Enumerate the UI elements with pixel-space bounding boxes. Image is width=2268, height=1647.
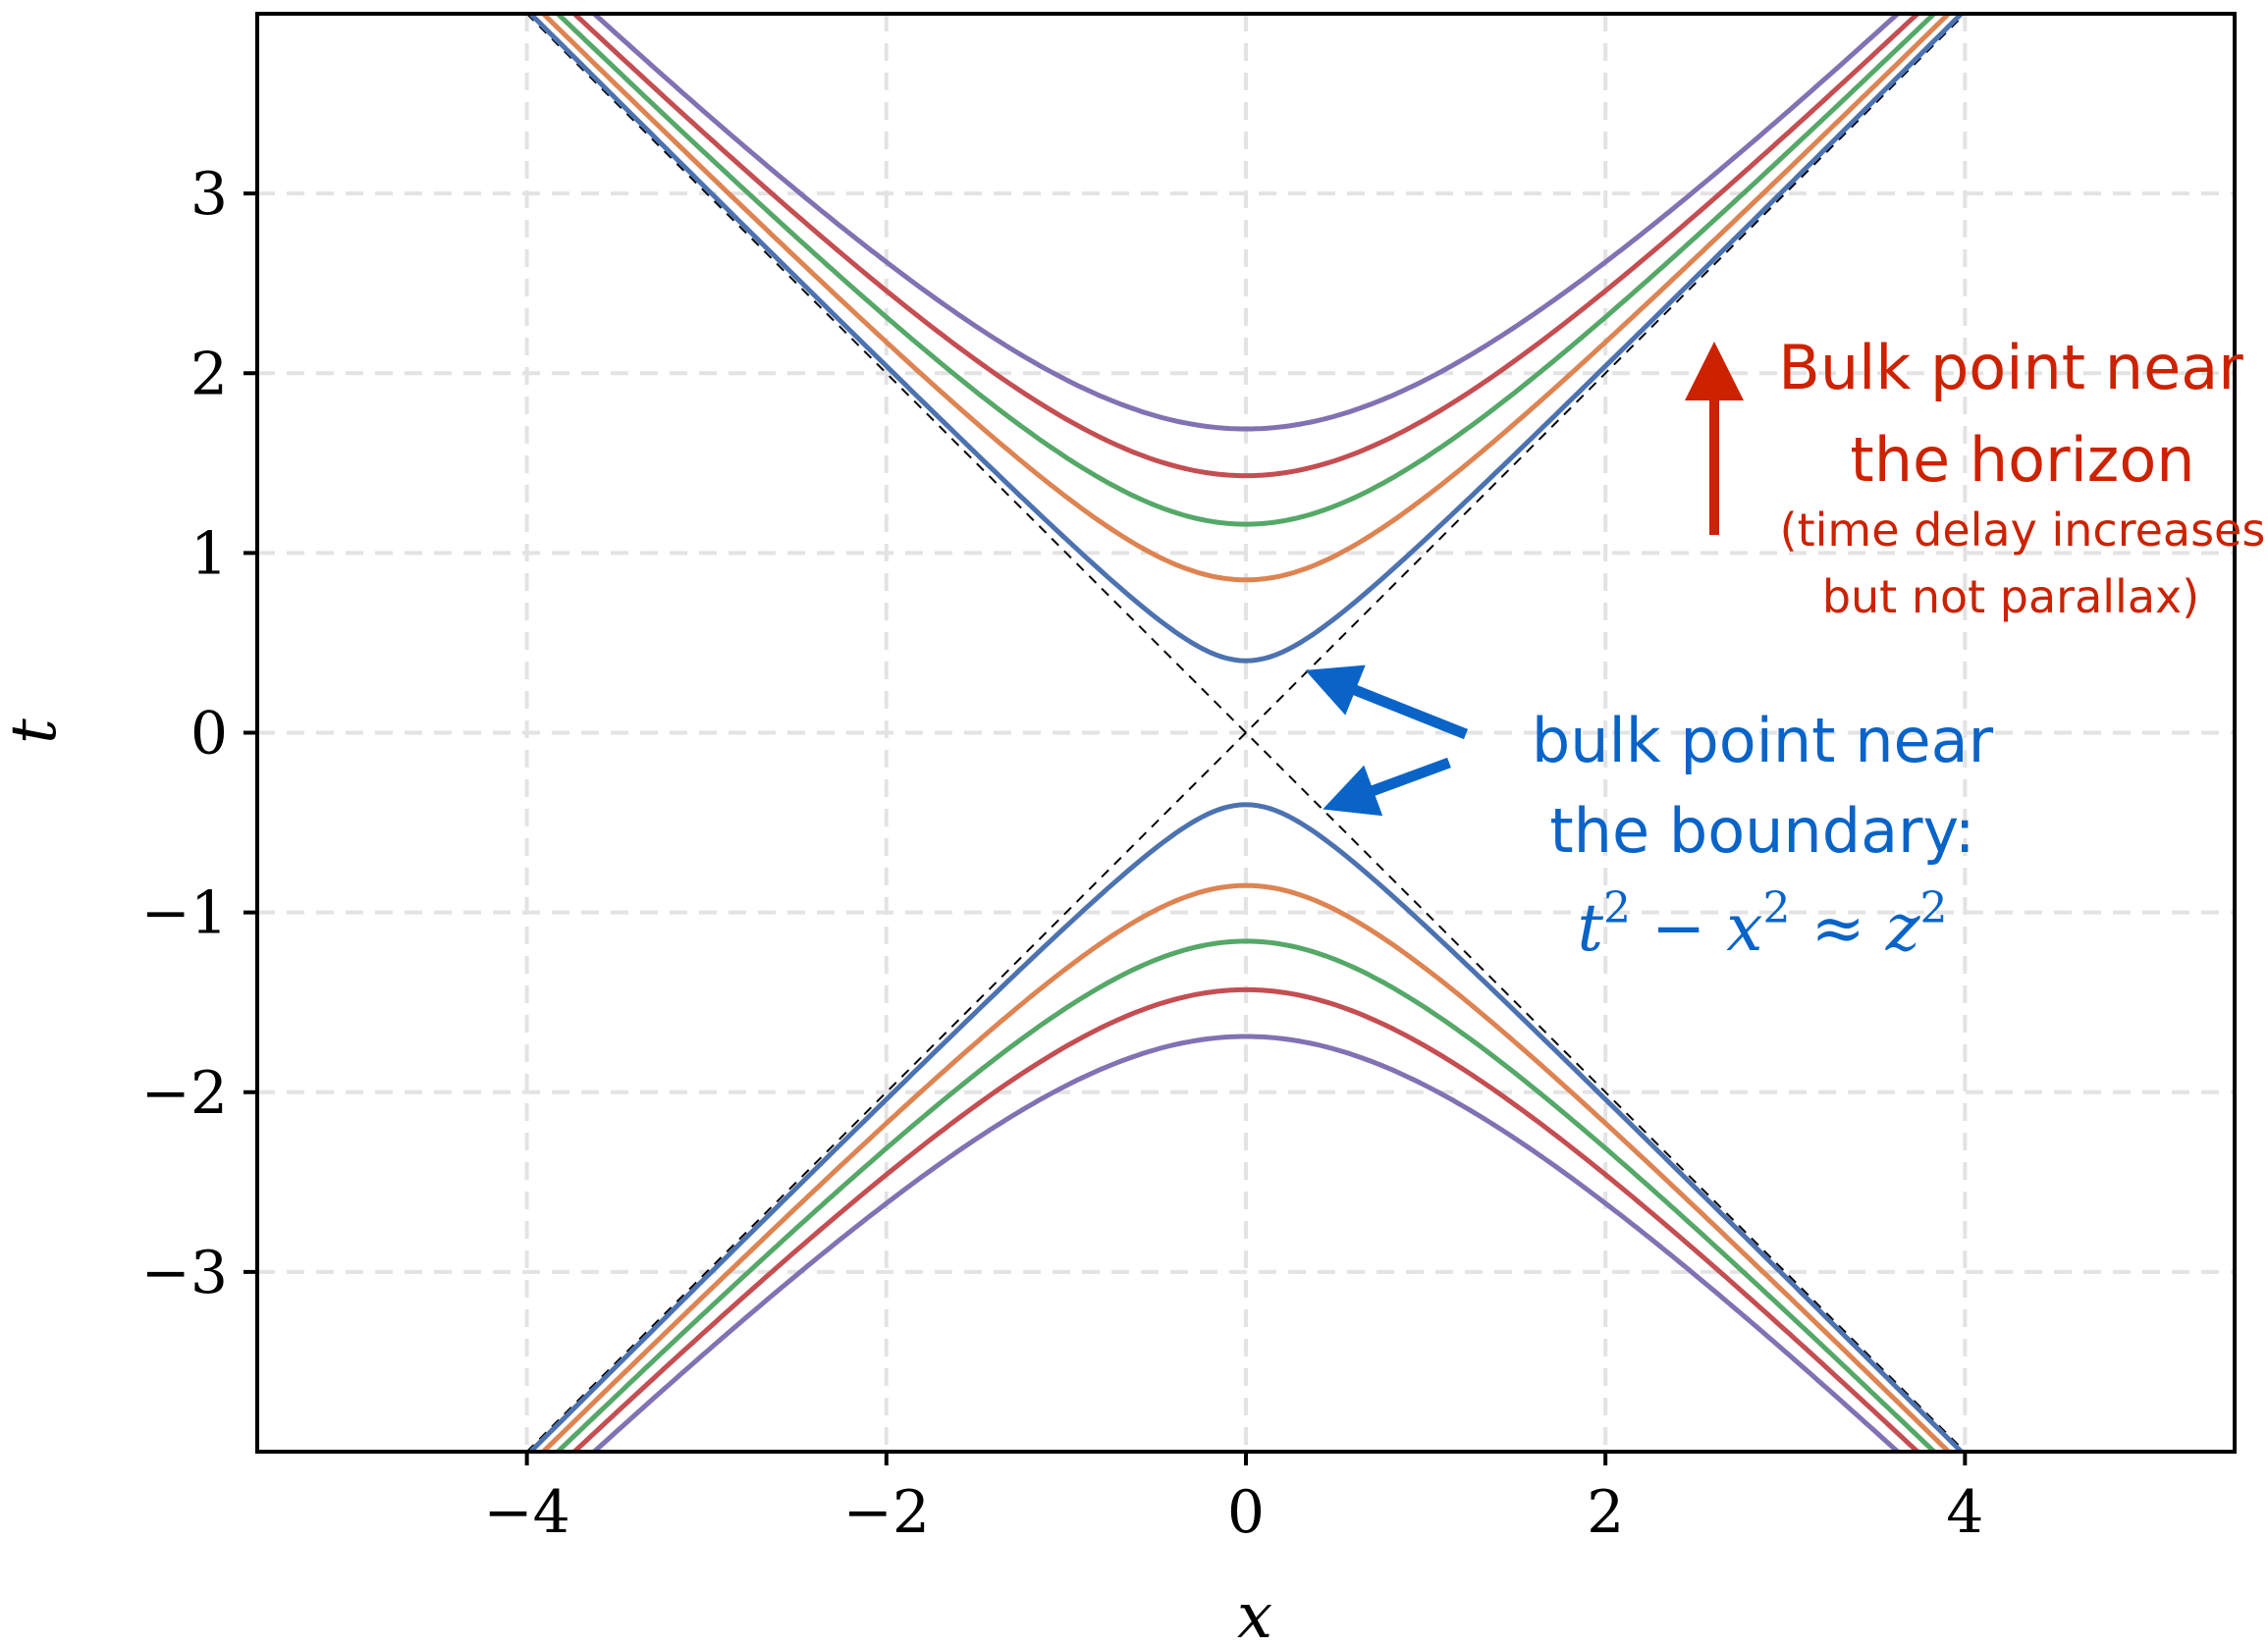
boundary-label-line1: bulk point near xyxy=(1532,705,1994,776)
hyperbola-curves xyxy=(528,12,1964,1454)
x-tick-label: −2 xyxy=(843,1478,930,1547)
x-tick-label: 2 xyxy=(1587,1478,1624,1547)
boundary-arrow-lower xyxy=(1323,757,1451,817)
horizon-label-line4: but not parallax) xyxy=(1822,570,2199,623)
y-tick-label: 2 xyxy=(190,340,228,408)
x-axis-label: x xyxy=(1237,1580,1272,1647)
horizon-label-line1: Bulk point near xyxy=(1778,332,2243,403)
hyperbola-upper-branch xyxy=(556,12,1936,527)
hyperbola-lower-branch xyxy=(556,938,1936,1454)
hyperbola-upper-branch xyxy=(572,12,1919,479)
asymptote-line xyxy=(525,13,1967,1453)
boundary-formula: t2 − x2 ≈ z2 xyxy=(1577,883,1947,966)
y-tick-label: −3 xyxy=(141,1239,228,1307)
hyperbola-upper-branch xyxy=(592,12,1900,432)
y-tick-label: 1 xyxy=(190,519,228,588)
boundary-label-line2: the boundary: xyxy=(1549,795,1974,867)
y-tick-label: −1 xyxy=(141,879,228,948)
boundary-arrow-upper xyxy=(1305,664,1469,740)
hyperbola-lower-branch xyxy=(541,882,1951,1454)
asymptote-lines xyxy=(525,13,1967,1453)
x-tick-label: −4 xyxy=(483,1478,569,1547)
hyperbola-upper-branch xyxy=(528,12,1964,664)
hyperbola-lower-branch xyxy=(592,1034,1900,1454)
axis-ticks: −4 −2 0 2 4 −3 −2 −1 0 1 2 3 xyxy=(141,160,1984,1547)
hyperbola-lower-branch xyxy=(572,986,1919,1454)
y-axis-label: t xyxy=(0,718,71,744)
horizon-label-line3: (time delay increases xyxy=(1780,504,2266,557)
x-tick-label: 0 xyxy=(1227,1478,1265,1547)
hyperbola-lower-branch xyxy=(528,802,1964,1454)
y-tick-label: 0 xyxy=(190,700,228,769)
x-tick-label: 4 xyxy=(1946,1478,1983,1547)
horizon-label-line2: the horizon xyxy=(1850,424,2194,496)
hyperbola-upper-branch xyxy=(541,12,1951,583)
grid-lines xyxy=(257,14,2235,1452)
y-tick-label: −2 xyxy=(141,1059,228,1128)
y-tick-label: 3 xyxy=(190,160,228,229)
